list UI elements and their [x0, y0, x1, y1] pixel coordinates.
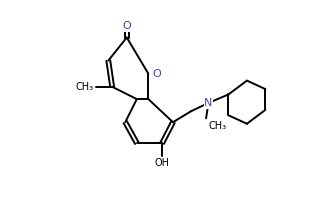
- Text: CH₃: CH₃: [208, 121, 226, 131]
- Text: CH₃: CH₃: [76, 82, 94, 92]
- Text: OH: OH: [155, 158, 170, 168]
- Text: N: N: [204, 98, 213, 108]
- Text: O: O: [152, 69, 161, 79]
- Text: O: O: [122, 21, 131, 31]
